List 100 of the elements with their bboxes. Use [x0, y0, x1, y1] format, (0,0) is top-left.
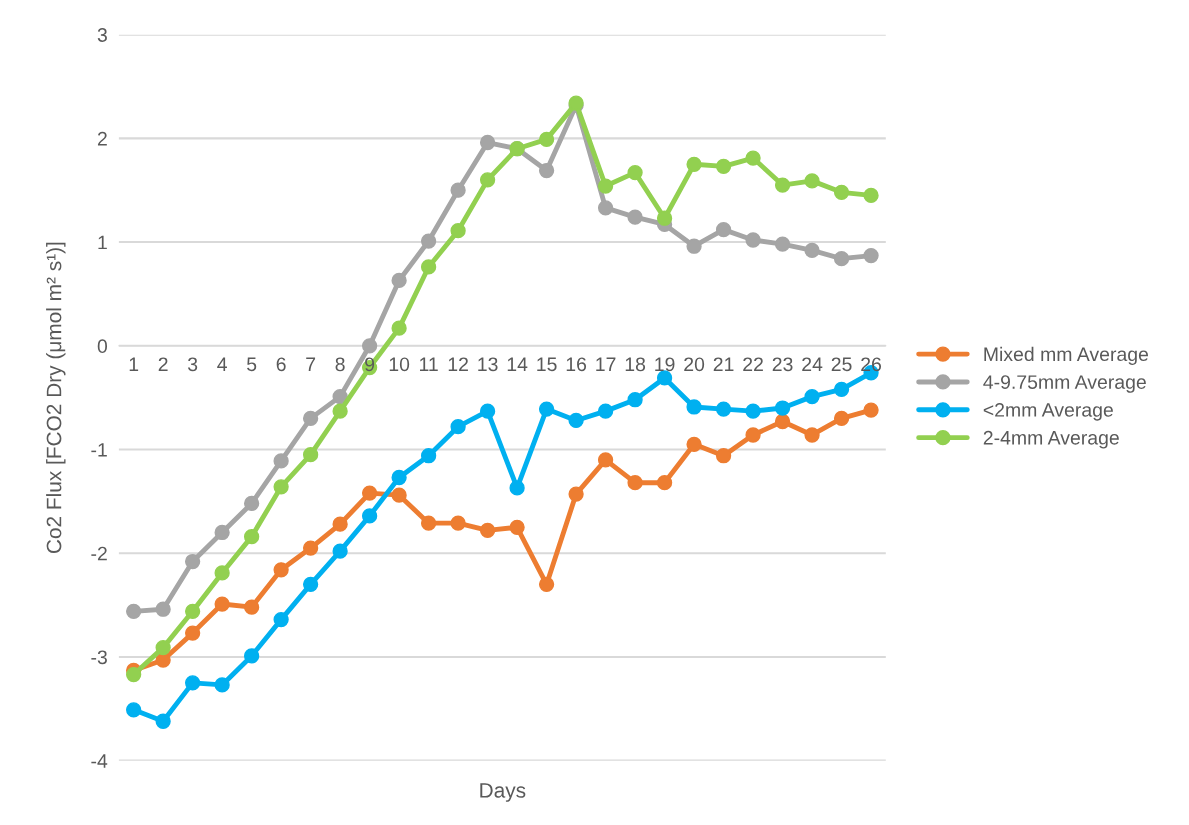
point [745, 232, 761, 248]
x-tick-label: 25 [831, 357, 852, 372]
point [361, 338, 378, 354]
point [450, 515, 466, 531]
y-tick-label: -4 [91, 754, 108, 768]
point [715, 221, 732, 238]
legend-label: 2-4mm Average [983, 430, 1119, 449]
point [686, 399, 702, 415]
point [863, 402, 879, 418]
point [597, 200, 614, 216]
point [332, 403, 348, 419]
point [450, 419, 466, 435]
x-tick-label: 15 [537, 357, 557, 372]
point [538, 401, 555, 417]
point [774, 400, 791, 416]
x-tick-label: 12 [448, 357, 468, 371]
point [273, 453, 289, 469]
point [302, 447, 319, 463]
x-tick-label: 13 [478, 357, 498, 372]
point [745, 403, 761, 419]
x-tick-label: 14 [507, 357, 528, 371]
point [214, 524, 230, 541]
point [391, 469, 407, 486]
point [863, 187, 879, 204]
point [332, 516, 348, 532]
point [361, 508, 378, 524]
point [686, 436, 702, 452]
point [126, 603, 142, 619]
point [420, 259, 437, 275]
point [833, 251, 850, 267]
point [420, 233, 437, 249]
point [479, 522, 496, 539]
point [243, 648, 260, 664]
y-tick-label: -2 [91, 546, 107, 561]
x-axis-title: Days [480, 783, 526, 802]
x-tick-label: 7 [306, 357, 316, 371]
point [774, 413, 791, 430]
point [745, 150, 761, 166]
point [332, 388, 348, 405]
point [479, 172, 496, 188]
point [568, 486, 584, 502]
point [155, 601, 171, 617]
point [804, 242, 820, 259]
x-tick-label: 8 [335, 357, 345, 372]
point [126, 666, 142, 683]
point [833, 410, 850, 427]
point [450, 182, 466, 198]
point [214, 565, 230, 581]
y-tick-label: 3 [97, 28, 107, 42]
point [627, 392, 643, 408]
x-tick-label: 24 [802, 357, 823, 371]
point [597, 452, 614, 468]
y-tick-label: -3 [91, 650, 107, 665]
point [627, 475, 643, 491]
point [479, 134, 496, 151]
point [302, 410, 319, 427]
point [302, 540, 319, 556]
point [126, 702, 142, 718]
x-tick-label: 11 [420, 357, 438, 371]
x-tick-label: 22 [743, 357, 763, 371]
point [214, 596, 230, 612]
x-tick-label: 20 [684, 357, 705, 372]
point [273, 562, 289, 578]
legend-label: 4-9.75mm Average [983, 375, 1146, 393]
x-tick-label: 10 [389, 357, 410, 372]
point [538, 162, 555, 179]
y-tick-label: 1 [98, 235, 107, 250]
point [863, 247, 879, 264]
point [804, 173, 820, 189]
point [361, 485, 378, 501]
point [155, 713, 171, 729]
y-axis-title: Co2 Flux [FCO2 Dry (μmol m² s¹)] [46, 242, 66, 554]
x-tick-label: 23 [772, 357, 793, 372]
point [273, 479, 289, 495]
point [243, 599, 260, 615]
point [243, 528, 260, 545]
x-tick-label: 19 [655, 357, 675, 372]
point [568, 412, 584, 429]
point [774, 236, 791, 252]
point [804, 427, 820, 443]
point [597, 403, 614, 419]
point [627, 209, 643, 225]
point [715, 448, 732, 464]
point [538, 576, 555, 592]
legend-label: <2mm Average [983, 403, 1113, 421]
point [597, 178, 614, 194]
point [686, 156, 702, 172]
point [391, 320, 407, 336]
x-tick-label: 16 [566, 357, 587, 372]
point [509, 480, 525, 496]
x-tick-label: 1 [129, 357, 139, 371]
point [185, 603, 201, 619]
point [420, 448, 437, 464]
x-tick-label: 18 [625, 357, 646, 372]
point [273, 611, 289, 628]
point [302, 576, 319, 592]
point [243, 495, 260, 512]
point [656, 475, 673, 491]
x-tick-label: 5 [247, 357, 257, 372]
point [745, 427, 761, 443]
